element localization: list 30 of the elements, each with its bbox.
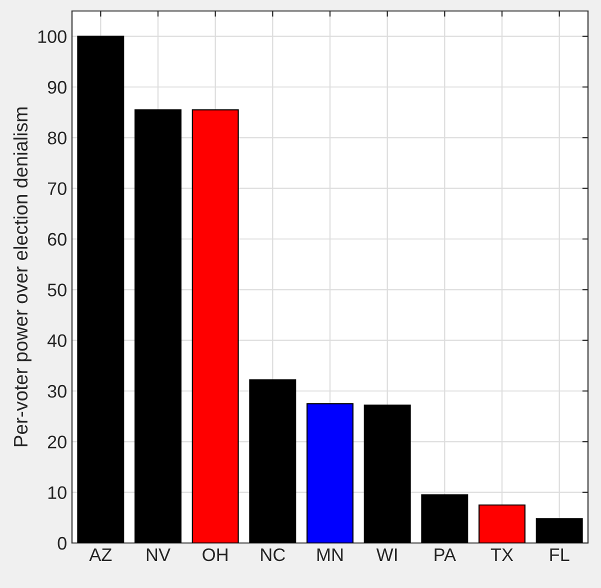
- x-tick-label: TX: [490, 548, 514, 561]
- x-tick-label: MN: [317, 548, 343, 561]
- y-tick-label: 30: [48, 384, 66, 398]
- x-tick-label: NC: [261, 548, 286, 562]
- bar: [536, 518, 583, 543]
- bar: [478, 504, 526, 543]
- y-tick-label: 60: [48, 232, 66, 246]
- x-tick-label: NV: [146, 548, 170, 561]
- y-tick-label: 50: [48, 284, 66, 296]
- bar: [77, 36, 124, 543]
- x-tick-label: AZ: [89, 548, 112, 561]
- bar: [306, 403, 354, 543]
- y-tick-label: 10: [48, 486, 66, 500]
- bar: [134, 109, 182, 543]
- y-tick-label: 80: [48, 132, 66, 144]
- bar: [364, 404, 411, 543]
- x-tick-label: OH: [202, 548, 228, 562]
- x-tick-label: PA: [434, 548, 456, 561]
- bar: [192, 109, 239, 543]
- y-tick-label: 0: [58, 536, 66, 550]
- y-tick-label: 70: [48, 182, 66, 196]
- x-tick-label: FL: [550, 548, 570, 561]
- bar: [249, 379, 296, 543]
- bar: [421, 494, 468, 543]
- x-tick-label: WI: [376, 548, 397, 561]
- y-tick-label: 90: [48, 80, 66, 94]
- y-axis-title: Per-voter power over election denialism: [13, 108, 32, 446]
- y-tick-label: 40: [47, 334, 66, 348]
- y-tick-label: 20: [48, 436, 66, 448]
- y-tick-label: 100: [38, 30, 66, 44]
